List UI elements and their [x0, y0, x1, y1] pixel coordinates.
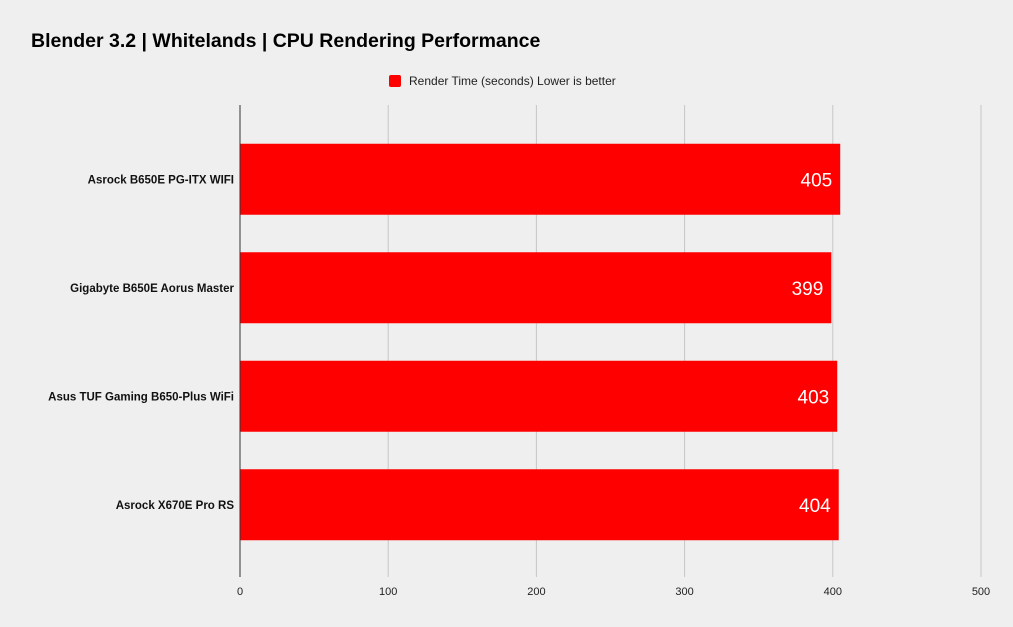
- category-label: Asrock X670E Pro RS: [116, 500, 235, 512]
- data-label: 404: [799, 496, 831, 517]
- x-tick-label: 200: [527, 586, 545, 598]
- x-tick-label: 0: [237, 586, 243, 598]
- chart-title: Blender 3.2 | Whitelands | CPU Rendering…: [31, 30, 541, 52]
- legend-label: Render Time (seconds) Lower is better: [409, 74, 616, 88]
- data-label: 399: [792, 279, 824, 300]
- category-label: Gigabyte B650E Aorus Master: [70, 283, 234, 295]
- data-label: 403: [798, 387, 830, 408]
- category-label: Asrock B650E PG-ITX WIFI: [88, 174, 234, 186]
- chart-legend: Render Time (seconds) Lower is better: [389, 74, 616, 88]
- x-tick-label: 300: [675, 586, 693, 598]
- data-label: 405: [801, 170, 833, 191]
- bar: [240, 143, 841, 215]
- x-tick-label: 100: [379, 586, 397, 598]
- bar: [240, 252, 832, 324]
- bar: [240, 469, 839, 541]
- bar: [240, 360, 838, 432]
- x-tick-label: 500: [972, 586, 990, 598]
- x-tick-label: 400: [824, 586, 842, 598]
- legend-swatch: [389, 75, 401, 87]
- category-label: Asus TUF Gaming B650-Plus WiFi: [48, 391, 234, 403]
